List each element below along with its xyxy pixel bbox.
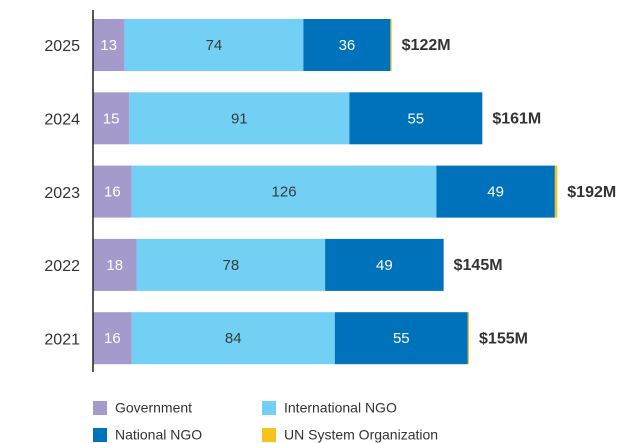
bar-segment [436, 165, 555, 218]
segment-label: 55 [393, 330, 410, 347]
legend-label: International NGO [284, 400, 397, 416]
bar-segment [554, 165, 558, 218]
bar-segment [325, 238, 444, 291]
segment-label: 78 [222, 257, 239, 274]
total-label: $155M [479, 330, 528, 347]
bar-segment [93, 19, 125, 71]
segment-label: 84 [225, 330, 242, 347]
segment-label: 18 [106, 257, 123, 274]
segment-label: 16 [104, 184, 121, 201]
segment-label: 91 [231, 110, 248, 127]
segment-label: 13 [100, 37, 117, 54]
segment-label: 55 [407, 110, 424, 127]
legend-swatch [93, 401, 107, 415]
bar-segment [124, 19, 304, 71]
bar-segment [349, 92, 483, 145]
bar-segment [93, 92, 130, 145]
y-tick-label: 2021 [44, 331, 80, 348]
segment-label: 49 [376, 257, 393, 274]
segment-label: 16 [104, 330, 121, 347]
segment-label: 15 [103, 110, 120, 127]
y-tick-label: 2022 [44, 258, 80, 275]
bar-segment [131, 165, 437, 218]
bar-segment [93, 312, 132, 365]
bar-segment [303, 19, 391, 71]
legend-swatch [93, 428, 107, 442]
legend-swatch [262, 401, 276, 415]
bar-segment [334, 312, 468, 365]
bar-segment [136, 238, 326, 291]
y-tick-label: 2025 [44, 38, 80, 55]
total-label: $192M [567, 184, 616, 201]
bar-segment [93, 238, 137, 291]
legend-swatch [262, 428, 276, 442]
y-tick-label: 2023 [44, 185, 80, 202]
legend-label: National NGO [115, 427, 202, 443]
y-tick-label: 2024 [44, 112, 80, 129]
total-label: $122M [402, 37, 451, 54]
bar-segment [129, 92, 350, 145]
bar-segment [131, 312, 335, 365]
bar-segment [93, 165, 132, 218]
segment-label: 49 [487, 184, 504, 201]
segment-label: 74 [206, 37, 223, 54]
segment-label: 126 [272, 184, 297, 201]
legend-label: Government [115, 400, 192, 416]
total-label: $161M [492, 111, 541, 128]
bar-segment [467, 312, 470, 365]
legend-label: UN System Organization [284, 427, 438, 443]
segment-label: 36 [339, 37, 356, 54]
bar-segment [390, 19, 392, 71]
total-label: $145M [454, 257, 503, 274]
